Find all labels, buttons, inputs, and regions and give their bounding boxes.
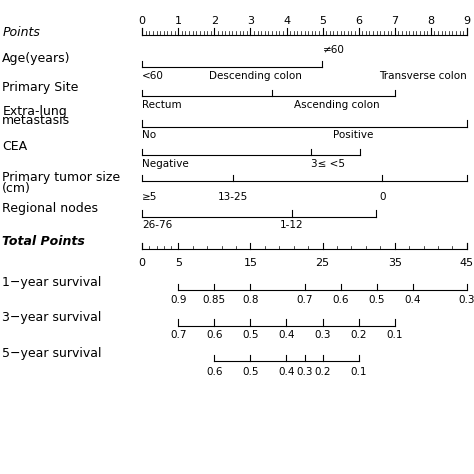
Text: 0.4: 0.4 (278, 367, 295, 377)
Text: 0.2: 0.2 (350, 330, 367, 340)
Text: Age(years): Age(years) (2, 52, 71, 65)
Text: 0: 0 (379, 191, 386, 202)
Text: 9: 9 (463, 16, 471, 26)
Text: 0.6: 0.6 (206, 367, 222, 377)
Text: 0.8: 0.8 (242, 294, 259, 305)
Text: No: No (142, 129, 156, 140)
Text: 45: 45 (460, 258, 474, 268)
Text: 0.5: 0.5 (242, 367, 259, 377)
Text: <60: <60 (142, 71, 164, 81)
Text: 0.7: 0.7 (170, 330, 186, 340)
Text: Transverse colon: Transverse colon (379, 71, 467, 81)
Text: 0.3: 0.3 (296, 367, 313, 377)
Text: 1−year survival: 1−year survival (2, 275, 102, 289)
Text: 1: 1 (175, 16, 182, 26)
Text: Ascending colon: Ascending colon (294, 100, 380, 110)
Text: Negative: Negative (142, 158, 189, 169)
Text: 5−year survival: 5−year survival (2, 346, 102, 360)
Text: 2: 2 (211, 16, 218, 26)
Text: 25: 25 (316, 258, 329, 268)
Text: 0.1: 0.1 (387, 330, 403, 340)
Text: 0.7: 0.7 (296, 294, 313, 305)
Text: Primary tumor size: Primary tumor size (2, 171, 120, 184)
Text: 0.85: 0.85 (203, 294, 226, 305)
Text: 35: 35 (388, 258, 402, 268)
Text: 0.5: 0.5 (242, 330, 259, 340)
Text: 15: 15 (244, 258, 257, 268)
Text: 0.9: 0.9 (170, 294, 186, 305)
Text: 6: 6 (355, 16, 362, 26)
Text: 0.3: 0.3 (314, 330, 331, 340)
Text: 0: 0 (139, 258, 146, 268)
Text: 5: 5 (175, 258, 182, 268)
Text: (cm): (cm) (2, 182, 31, 195)
Text: Extra-lung: Extra-lung (2, 105, 67, 118)
Text: Total Points: Total Points (2, 235, 85, 248)
Text: Primary Site: Primary Site (2, 81, 79, 94)
Text: Descending colon: Descending colon (210, 71, 302, 81)
Text: 0.4: 0.4 (278, 330, 295, 340)
Text: 0: 0 (139, 16, 146, 26)
Text: 13-25: 13-25 (218, 191, 248, 202)
Text: 3: 3 (247, 16, 254, 26)
Text: Positive: Positive (333, 129, 374, 140)
Text: 0.6: 0.6 (206, 330, 222, 340)
Text: ≥5: ≥5 (142, 191, 157, 202)
Text: metastasis: metastasis (2, 114, 71, 128)
Text: ≠60: ≠60 (322, 45, 344, 55)
Text: 4: 4 (283, 16, 290, 26)
Text: 0.5: 0.5 (368, 294, 385, 305)
Text: Rectum: Rectum (142, 100, 182, 110)
Text: Regional nodes: Regional nodes (2, 202, 99, 215)
Text: 0.3: 0.3 (459, 294, 474, 305)
Text: Points: Points (2, 26, 40, 39)
Text: 5: 5 (319, 16, 326, 26)
Text: 0.4: 0.4 (404, 294, 421, 305)
Text: 26-76: 26-76 (142, 219, 173, 230)
Text: CEA: CEA (2, 140, 27, 154)
Text: 3−year survival: 3−year survival (2, 311, 102, 324)
Text: 1-12: 1-12 (280, 219, 303, 230)
Text: 0.2: 0.2 (314, 367, 331, 377)
Text: 7: 7 (391, 16, 398, 26)
Text: 0.1: 0.1 (350, 367, 367, 377)
Text: 8: 8 (427, 16, 434, 26)
Text: 3≤ <5: 3≤ <5 (311, 158, 345, 169)
Text: 0.6: 0.6 (332, 294, 349, 305)
